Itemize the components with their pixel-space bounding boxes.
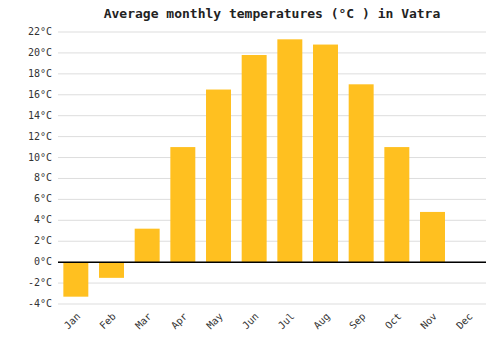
x-tick-label: May — [204, 311, 225, 332]
grid-line — [58, 52, 486, 53]
x-tick-label: Jan — [62, 311, 83, 332]
zero-line — [58, 261, 486, 263]
y-tick-label: -2°C — [28, 277, 52, 288]
grid-line — [58, 262, 486, 263]
grid-line — [58, 136, 486, 137]
grid-line — [58, 32, 486, 33]
y-tick-label: 12°C — [28, 131, 52, 142]
bar — [384, 147, 409, 262]
bar — [135, 229, 160, 262]
x-tick-label: Aug — [311, 311, 332, 332]
bar — [99, 262, 124, 278]
x-tick-label: Dec — [454, 311, 475, 332]
y-tick-label: 22°C — [28, 26, 52, 37]
bar — [313, 45, 338, 263]
bar — [242, 55, 267, 262]
y-axis: -4°C -2°C 0°C 2°C 4°C 6°C 8°C 10°C 12°C 14°C 16°C 1… — [28, 26, 52, 309]
y-tick-label: -4°C — [28, 298, 52, 309]
x-tick-label: Sep — [347, 311, 368, 332]
y-tick-label: 4°C — [34, 214, 52, 225]
bar — [420, 212, 445, 262]
grid-line — [58, 283, 486, 284]
grid — [58, 32, 486, 304]
y-tick-label: 16°C — [28, 89, 52, 100]
grid-line — [58, 94, 486, 95]
y-tick-label: 2°C — [34, 235, 52, 246]
x-axis: Jan Feb Mar Apr May Jun Jul Aug Sep Oct Nov Dec — [62, 311, 475, 332]
x-tick-label: Apr — [169, 311, 190, 332]
y-tick-label: 6°C — [34, 193, 52, 204]
x-tick-label: Oct — [383, 311, 404, 332]
chart: -4°C -2°C 0°C 2°C 4°C 6°C 8°C 10°C 12°C 14°C 16°C 1… — [0, 0, 500, 350]
y-tick-label: 18°C — [28, 68, 52, 79]
y-tick-label: 14°C — [28, 110, 52, 121]
bar — [277, 39, 302, 262]
grid-line — [58, 73, 486, 74]
bars — [63, 39, 445, 296]
bar — [349, 84, 374, 262]
grid-line — [58, 304, 486, 305]
x-tick-label: Mar — [133, 311, 154, 332]
grid-line — [58, 199, 486, 200]
grid-line — [58, 157, 486, 158]
x-tick-label: Nov — [418, 311, 439, 332]
y-tick-label: 8°C — [34, 172, 52, 183]
bar — [206, 90, 231, 263]
grid-line — [58, 115, 486, 116]
bar — [63, 262, 88, 297]
x-tick-label: Jul — [276, 311, 297, 332]
bar — [170, 147, 195, 262]
title: Average monthly temperatures (°C ) in Va… — [104, 6, 441, 21]
y-tick-label: 20°C — [28, 47, 52, 58]
x-tick-label: Feb — [97, 311, 118, 332]
grid-line — [58, 178, 486, 179]
y-tick-label: 10°C — [28, 152, 52, 163]
x-tick-label: Jun — [240, 311, 261, 332]
y-tick-label: 0°C — [34, 256, 52, 267]
